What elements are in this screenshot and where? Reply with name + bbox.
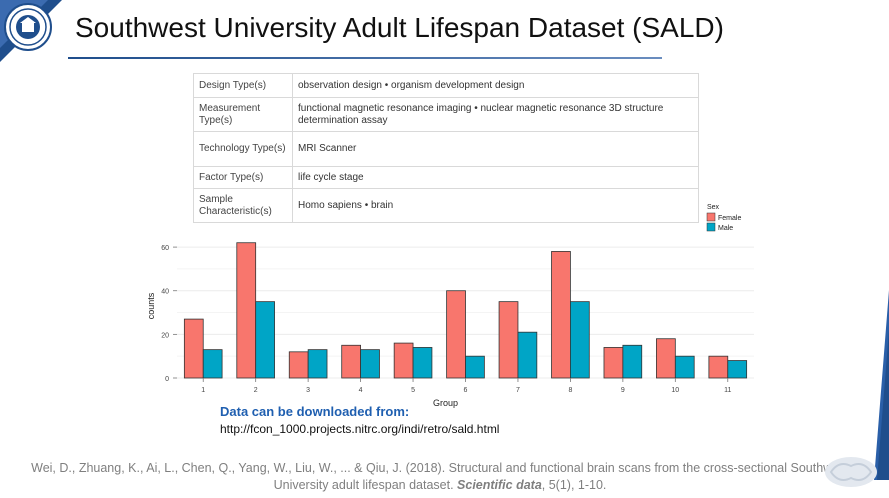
university-seal-icon — [4, 3, 52, 51]
x-tick-label: 11 — [724, 387, 731, 394]
table-row: Measurement Type(s) functional magnetic … — [193, 97, 699, 132]
bar-male — [307, 349, 328, 379]
chart-svg: 0 20 40 60 1 2 3 4 5 6 7 8 9 10 11 Group counts Sex Female… — [146, 204, 754, 408]
table-key: Sample Characteristic(s) — [193, 188, 293, 223]
y-tick-label: 40 — [161, 289, 169, 296]
counts-bar-chart: 0 20 40 60 1 2 3 4 5 6 7 8 9 10 11 Group counts Sex Female… — [140, 198, 760, 413]
x-tick-label: 5 — [411, 387, 415, 394]
table-row: Sample Characteristic(s) Homo sapiens • … — [193, 188, 699, 223]
bar-male — [622, 344, 643, 379]
x-tick-label: 6 — [464, 387, 468, 394]
table-key: Factor Type(s) — [193, 166, 293, 189]
bar-female — [393, 342, 414, 379]
bar-female — [288, 351, 309, 379]
x-tick-label: 8 — [568, 387, 572, 394]
legend-swatch-male — [706, 222, 716, 232]
bar-male — [412, 347, 433, 379]
bar-female — [498, 301, 519, 379]
bar-male — [202, 349, 223, 379]
legend-title: Sex — [707, 204, 720, 211]
bar-female — [341, 344, 361, 379]
bar-male — [570, 301, 590, 379]
x-tick-label: 1 — [201, 387, 205, 394]
table-row: Design Type(s) observation design • orga… — [193, 73, 699, 98]
table-value: Homo sapiens • brain — [292, 188, 699, 223]
x-tick-label: 3 — [306, 387, 310, 394]
x-tick-label: 7 — [516, 387, 520, 394]
bar-male — [517, 331, 538, 379]
download-link[interactable]: http://fcon_1000.projects.nitrc.org/indi… — [220, 422, 500, 436]
bar-female — [708, 355, 729, 379]
bar-female — [446, 290, 466, 379]
legend-label-female: Female — [718, 215, 741, 222]
bar-male — [674, 355, 695, 379]
citation: Wei, D., Zhuang, K., Ai, L., Chen, Q., Y… — [20, 460, 860, 494]
bar-female — [236, 242, 257, 379]
table-value: observation design • organism developmen… — [292, 73, 699, 98]
bar-male — [360, 349, 380, 379]
x-axis-label: Group — [433, 398, 458, 408]
side-decoration — [874, 30, 889, 480]
bar-female — [551, 251, 571, 379]
y-tick-label: 0 — [165, 376, 169, 383]
table-key: Technology Type(s) — [193, 131, 293, 167]
table-row: Technology Type(s) MRI Scanner — [193, 131, 699, 167]
table-value: functional magnetic resonance imaging • … — [292, 97, 699, 132]
x-tick-label: 2 — [254, 387, 258, 394]
legend-swatch-female — [706, 212, 716, 222]
citation-tail: , 5(1), 1-10. — [541, 478, 607, 492]
page-title: Southwest University Adult Lifespan Data… — [75, 12, 724, 43]
x-tick-label: 9 — [621, 387, 625, 394]
x-tick-label: 4 — [359, 387, 363, 394]
metadata-table: Design Type(s) observation design • orga… — [193, 73, 699, 223]
bar-female — [656, 338, 676, 379]
x-tick-label: 10 — [671, 387, 679, 394]
citation-text: Wei, D., Zhuang, K., Ai, L., Chen, Q., Y… — [31, 461, 849, 492]
bar-female — [603, 347, 624, 379]
y-tick-label: 20 — [161, 332, 169, 339]
bar-male — [727, 360, 748, 379]
table-value: life cycle stage — [292, 166, 699, 189]
bar-female — [183, 318, 204, 379]
table-row: Factor Type(s) life cycle stage — [193, 166, 699, 189]
legend-label-male: Male — [718, 225, 733, 232]
download-label: Data can be downloaded from: — [220, 404, 410, 419]
brain-icon — [825, 457, 877, 487]
citation-journal: Scientific data — [457, 478, 542, 492]
y-axis-label: counts — [146, 292, 156, 319]
table-key: Measurement Type(s) — [193, 97, 293, 132]
title-underline — [68, 57, 662, 59]
bar-male — [255, 301, 275, 379]
bar-male — [465, 355, 485, 379]
table-value: MRI Scanner — [292, 131, 699, 167]
table-key: Design Type(s) — [193, 73, 293, 98]
y-tick-label: 60 — [161, 245, 169, 252]
